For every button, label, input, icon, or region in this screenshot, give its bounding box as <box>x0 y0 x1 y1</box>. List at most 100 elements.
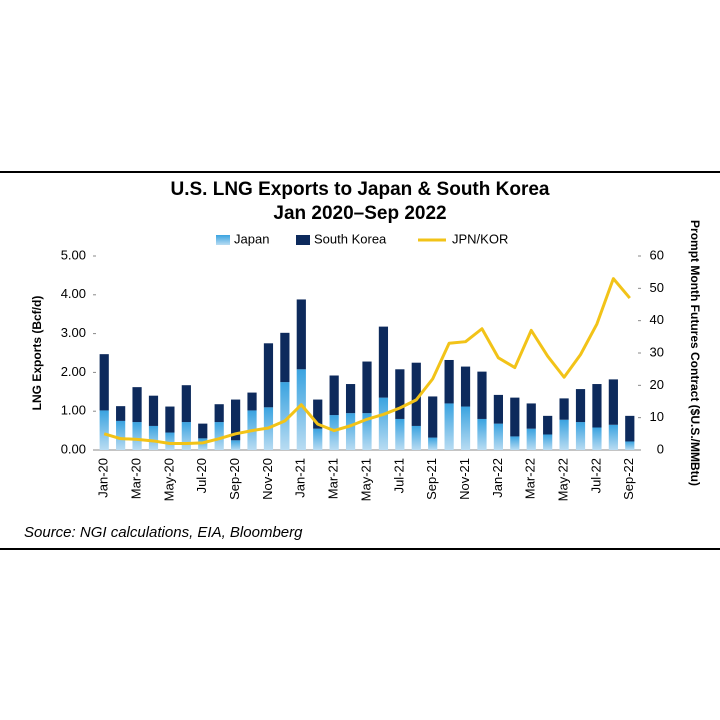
x-tick-label: May-22 <box>556 458 571 501</box>
x-tick-label: Sep-20 <box>227 458 242 500</box>
bar-segment <box>428 437 438 450</box>
bar-segment <box>313 428 323 450</box>
bar-segment <box>608 424 618 450</box>
y2-tick-label: 40 <box>650 312 664 327</box>
bar-segment <box>510 436 520 450</box>
bar-segment <box>296 299 306 370</box>
bar-segment <box>345 384 356 414</box>
bar-segment <box>116 406 126 421</box>
x-tick-label: Jul-22 <box>588 458 603 493</box>
bar-segment <box>99 354 109 411</box>
x-tick-label: Sep-21 <box>424 458 439 500</box>
bar-segment <box>575 422 586 450</box>
bar-segment <box>543 434 553 450</box>
y-tick-label: 0.00 <box>61 441 86 456</box>
bar-segment <box>132 422 142 450</box>
bar-segment <box>231 399 241 441</box>
x-tick-label: Mar-20 <box>128 458 143 499</box>
bar-segment <box>625 441 635 450</box>
y-tick-label: 4.00 <box>61 286 86 301</box>
bar-segment <box>132 387 142 423</box>
bar-segment <box>460 366 471 407</box>
bar-segment <box>345 413 356 450</box>
source-note: Source: NGI calculations, EIA, Bloomberg <box>24 524 303 541</box>
bar-segment <box>214 422 224 450</box>
bar-segment <box>214 404 224 423</box>
x-tick-label: Jan-20 <box>96 458 111 498</box>
line-series <box>103 277 631 446</box>
bar-segment <box>231 440 241 450</box>
bar-segment <box>428 396 438 438</box>
bar-segment <box>165 406 175 433</box>
bar-segment <box>592 427 602 450</box>
bar-segment <box>362 413 372 450</box>
bar-segment <box>411 362 421 426</box>
bar-segment <box>296 369 306 450</box>
bar-segment <box>329 415 339 450</box>
bar-segment <box>165 432 175 450</box>
y2-tick-label: 50 <box>650 280 664 295</box>
bar-segment <box>526 428 536 450</box>
bar-segment <box>198 423 208 439</box>
legend-label: South Korea <box>314 231 387 246</box>
bar-segment <box>559 398 569 420</box>
y-tick-label: 5.00 <box>61 247 86 262</box>
bar-segment <box>608 379 618 425</box>
bar-segment <box>510 397 520 437</box>
y2-tick-label: 60 <box>650 247 664 262</box>
bar-segment <box>313 399 323 429</box>
x-tick-label: Jan-22 <box>490 458 505 498</box>
bar-segment <box>362 361 372 414</box>
bar-segment <box>181 422 191 450</box>
bar-segment <box>477 418 487 450</box>
bar-segment <box>395 418 405 450</box>
bar-segment <box>329 375 339 416</box>
y2-tick-label: 20 <box>650 377 664 392</box>
bar-segment <box>477 371 487 419</box>
bar-segment <box>460 406 471 450</box>
y-tick-label: 1.00 <box>61 403 86 418</box>
bar-segment <box>526 403 536 429</box>
bar-segment <box>99 410 109 450</box>
bar-segment <box>444 359 454 404</box>
x-tick-label: Mar-22 <box>523 458 538 499</box>
y2-tick-label: 10 <box>650 409 664 424</box>
bar-segment <box>625 415 635 442</box>
y2-tick-label: 0 <box>657 441 664 456</box>
x-tick-label: Mar-21 <box>326 458 341 499</box>
x-tick-label: May-21 <box>358 458 373 501</box>
bar-segment <box>559 419 569 450</box>
bar-segment <box>543 415 553 435</box>
x-tick-label: Jul-20 <box>194 458 209 493</box>
bar-segment <box>247 392 257 411</box>
bar-segment <box>148 425 159 450</box>
bar-segment <box>148 395 159 426</box>
legend-label: JPN/KOR <box>452 231 508 246</box>
bar-segment <box>411 425 421 450</box>
y-tick-label: 2.00 <box>61 364 86 379</box>
chart-title: U.S. LNG Exports to Japan & South Korea <box>171 179 550 200</box>
x-tick-label: Sep-22 <box>621 458 636 500</box>
bar-segment <box>378 326 389 398</box>
bar-segment <box>592 384 602 428</box>
x-tick-label: Nov-21 <box>457 458 472 500</box>
y2-tick-label: 30 <box>650 344 664 359</box>
bar-segment <box>280 382 290 450</box>
chart-subtitle: Jan 2020–Sep 2022 <box>273 203 446 224</box>
x-tick-label: Jan-21 <box>293 458 308 498</box>
x-tick-label: Nov-20 <box>260 458 275 500</box>
bar-segment <box>263 343 274 408</box>
bar-segment <box>181 385 191 423</box>
x-tick-label: May-20 <box>161 458 176 501</box>
y-tick-label: 3.00 <box>61 325 86 340</box>
legend-swatch <box>216 235 230 245</box>
legend-label: Japan <box>234 231 269 246</box>
y-axis-label: LNG Exports (Bcf/d) <box>30 296 44 411</box>
bar-segment <box>493 394 503 424</box>
legend-swatch <box>296 235 310 245</box>
bar-segment <box>395 369 405 419</box>
bar-segment <box>280 332 290 383</box>
bar-segment <box>575 389 586 423</box>
x-tick-label: Jul-21 <box>391 458 406 493</box>
